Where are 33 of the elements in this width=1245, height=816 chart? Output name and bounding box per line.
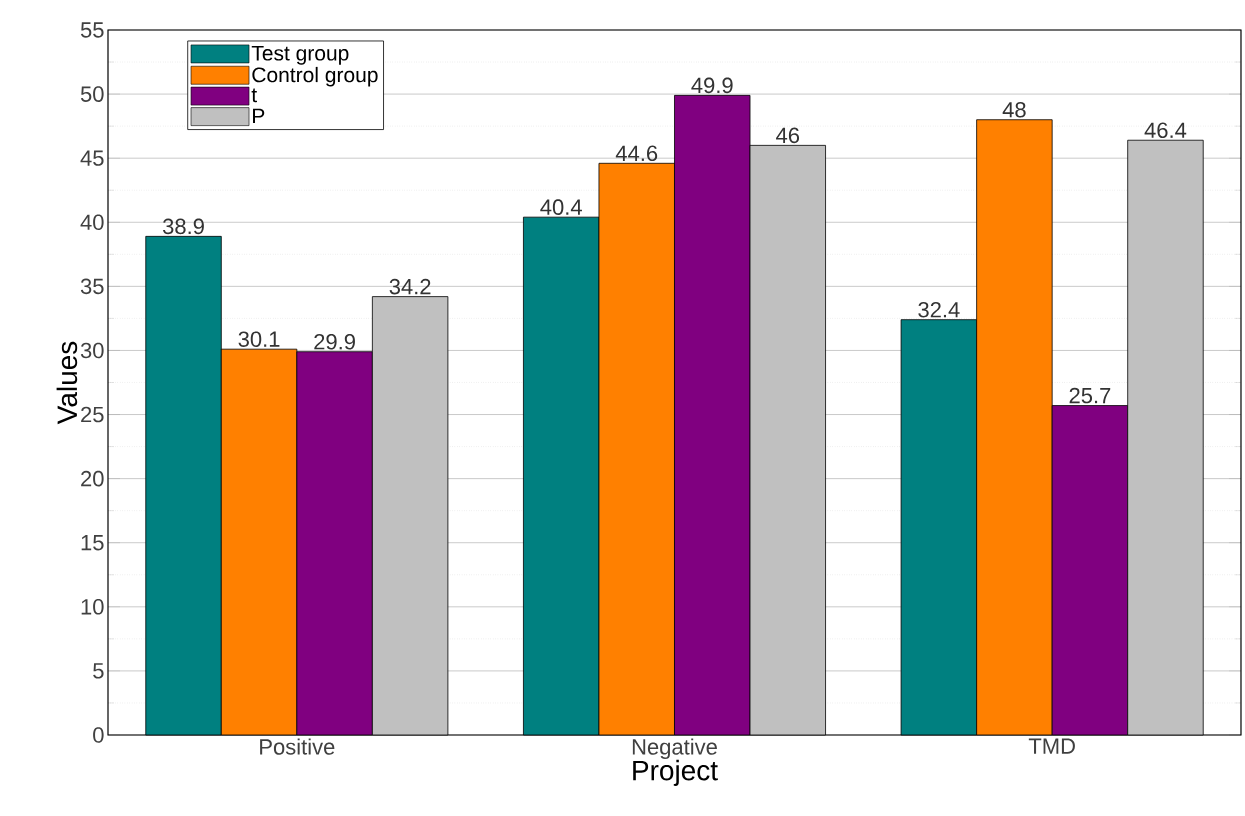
y-tick-label: 35 [80, 278, 104, 295]
y-tick-label: 40 [80, 214, 104, 231]
legend-label: t [251, 88, 257, 103]
y-tick-label: 20 [81, 470, 104, 487]
y-tick-label: 25 [81, 406, 104, 423]
legend-label: Test group [251, 45, 349, 65]
y-tick-label: 10 [81, 599, 104, 615]
y-tick-label: 0 [93, 727, 104, 743]
data-label: 38.9 [162, 218, 204, 235]
y-tick-label: 15 [81, 535, 104, 551]
data-label: 32.4 [918, 301, 960, 318]
x-axis-title: Project [633, 759, 718, 786]
data-label: 30.1 [238, 331, 280, 347]
x-tick-label: Negative [632, 738, 717, 760]
data-label: 29.9 [314, 333, 355, 350]
data-label: 34.2 [389, 278, 431, 295]
data-label: 40.4 [540, 199, 582, 215]
x-tick-label: Positive [260, 738, 335, 755]
data-label: 44.6 [615, 145, 658, 162]
data-label: 46 [776, 127, 800, 144]
legend-label: P [253, 108, 265, 124]
y-axis-title: Values [56, 341, 78, 425]
y-tick-label: 30 [80, 342, 104, 359]
data-label: 46.4 [1144, 122, 1187, 139]
y-tick-label: 50 [80, 86, 104, 102]
y-tick-label: 55 [80, 22, 104, 38]
data-label: 25.7 [1069, 387, 1111, 404]
data-label: 48 [1002, 101, 1026, 118]
y-tick-label: 45 [80, 150, 104, 166]
legend-label: Control group [252, 66, 378, 87]
x-tick-label: TMD [1028, 738, 1075, 754]
y-tick-label: 5 [93, 663, 104, 679]
data-label: 49.9 [691, 77, 733, 94]
